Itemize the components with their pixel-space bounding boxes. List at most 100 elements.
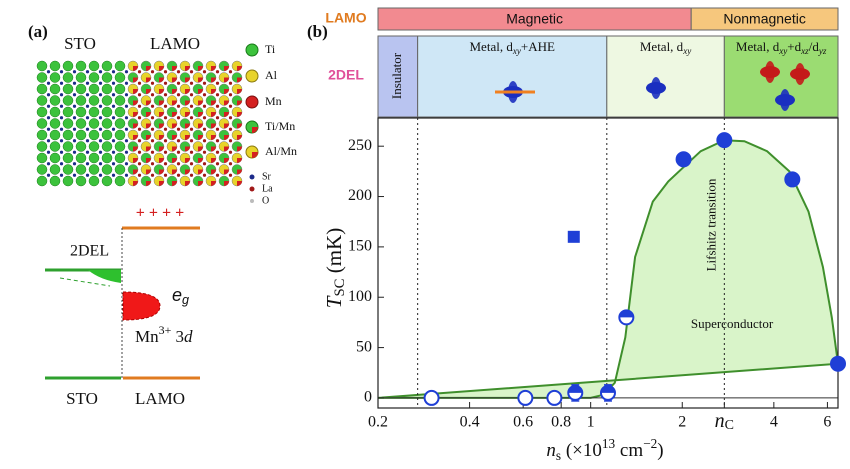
ti-atom xyxy=(114,95,126,106)
mn-part xyxy=(159,123,164,129)
mn-part xyxy=(211,169,216,175)
ti-atom xyxy=(36,95,48,106)
la-atom xyxy=(228,127,233,131)
la-atom xyxy=(150,116,155,120)
la-atom xyxy=(228,81,233,85)
phase-label-part: xz xyxy=(800,46,809,56)
la-atom xyxy=(137,127,142,131)
ti-atom xyxy=(62,164,74,175)
annotation: Lifshitz transition xyxy=(703,178,718,271)
ti-atom xyxy=(75,129,87,141)
ti-atom xyxy=(36,60,48,72)
legend-symbol xyxy=(250,199,254,203)
mn-part xyxy=(237,123,242,129)
sr-atom xyxy=(124,127,129,131)
ti-atom xyxy=(62,83,74,95)
ti-atom xyxy=(75,106,87,118)
la-atom xyxy=(228,173,233,177)
sr-atom xyxy=(85,116,90,120)
x-label-part: s xyxy=(556,448,561,463)
la-atom xyxy=(150,173,155,177)
eg-label: eg xyxy=(172,285,189,308)
la-atom xyxy=(150,70,155,74)
legend-label: Al xyxy=(265,68,278,82)
mn-part xyxy=(185,158,190,163)
mn-part xyxy=(198,100,203,106)
mn-part xyxy=(224,181,229,186)
sr-atom xyxy=(111,139,116,143)
orbital xyxy=(780,89,790,111)
mn-part xyxy=(159,181,164,186)
la-atom xyxy=(137,139,142,143)
mn-part xyxy=(185,123,190,129)
mn-part xyxy=(159,89,164,94)
la-atom xyxy=(228,104,233,108)
mn-part xyxy=(224,112,229,117)
ti-atom xyxy=(88,83,100,95)
mn-part xyxy=(146,77,151,83)
la-atom xyxy=(176,93,181,97)
sr-atom xyxy=(59,139,64,143)
sr-atom xyxy=(85,93,90,97)
mn-part xyxy=(146,112,151,117)
lattice-label: STO xyxy=(64,34,96,53)
mn-part xyxy=(198,181,203,186)
mn-part xyxy=(211,112,216,117)
orbital xyxy=(795,63,805,85)
sr-atom xyxy=(72,150,77,154)
la-atom xyxy=(228,139,233,143)
sr-atom xyxy=(59,116,64,120)
ti-atom xyxy=(88,152,100,164)
la-atom xyxy=(189,162,194,166)
sr-atom xyxy=(72,139,77,143)
y-tick-label: 50 xyxy=(356,338,372,355)
la-atom xyxy=(137,93,142,97)
sr-atom xyxy=(85,127,90,131)
ti-atom xyxy=(88,118,100,129)
mn-part xyxy=(185,146,190,152)
ti-atom xyxy=(101,60,113,72)
x-label-part: n xyxy=(546,440,556,461)
sr-atom xyxy=(72,93,77,97)
mn-part xyxy=(185,169,190,175)
la-atom xyxy=(202,116,207,120)
la-atom xyxy=(189,127,194,131)
mn-part xyxy=(133,100,138,106)
mn-part xyxy=(224,66,229,71)
ti-atom xyxy=(49,72,61,83)
mn-part xyxy=(237,135,242,140)
ti-atom xyxy=(62,106,74,118)
mn-part xyxy=(146,66,151,71)
la-atom xyxy=(228,116,233,120)
mn-part xyxy=(211,123,216,129)
panel-label: (a) xyxy=(28,22,48,41)
la-atom xyxy=(150,139,155,143)
y-tick-label: 150 xyxy=(348,238,372,255)
ti-atom xyxy=(36,129,48,141)
mn-part xyxy=(237,77,242,83)
la-atom xyxy=(163,70,168,74)
mn-part xyxy=(133,146,138,152)
data-point xyxy=(546,389,563,406)
la-atom xyxy=(215,173,220,177)
mn-part xyxy=(237,169,242,175)
mn-part: 3 xyxy=(171,327,184,346)
mn-part xyxy=(185,181,190,186)
sr-atom xyxy=(59,173,64,177)
mn-part xyxy=(159,66,164,71)
ti-atom xyxy=(36,152,48,164)
mn-part: d xyxy=(184,327,193,346)
la-atom xyxy=(189,104,194,108)
ti-atom xyxy=(36,164,48,175)
mn-part xyxy=(159,158,164,163)
2deg-wedge xyxy=(88,270,121,283)
mn-part xyxy=(198,169,203,175)
la-atom xyxy=(215,150,220,154)
sr-atom xyxy=(111,127,116,131)
ti-atom xyxy=(36,141,48,152)
ti-atom xyxy=(114,141,126,152)
y-label-part: (mK) xyxy=(322,228,346,279)
ti-atom xyxy=(101,83,113,95)
la-atom xyxy=(150,127,155,131)
sr-atom xyxy=(46,116,51,120)
